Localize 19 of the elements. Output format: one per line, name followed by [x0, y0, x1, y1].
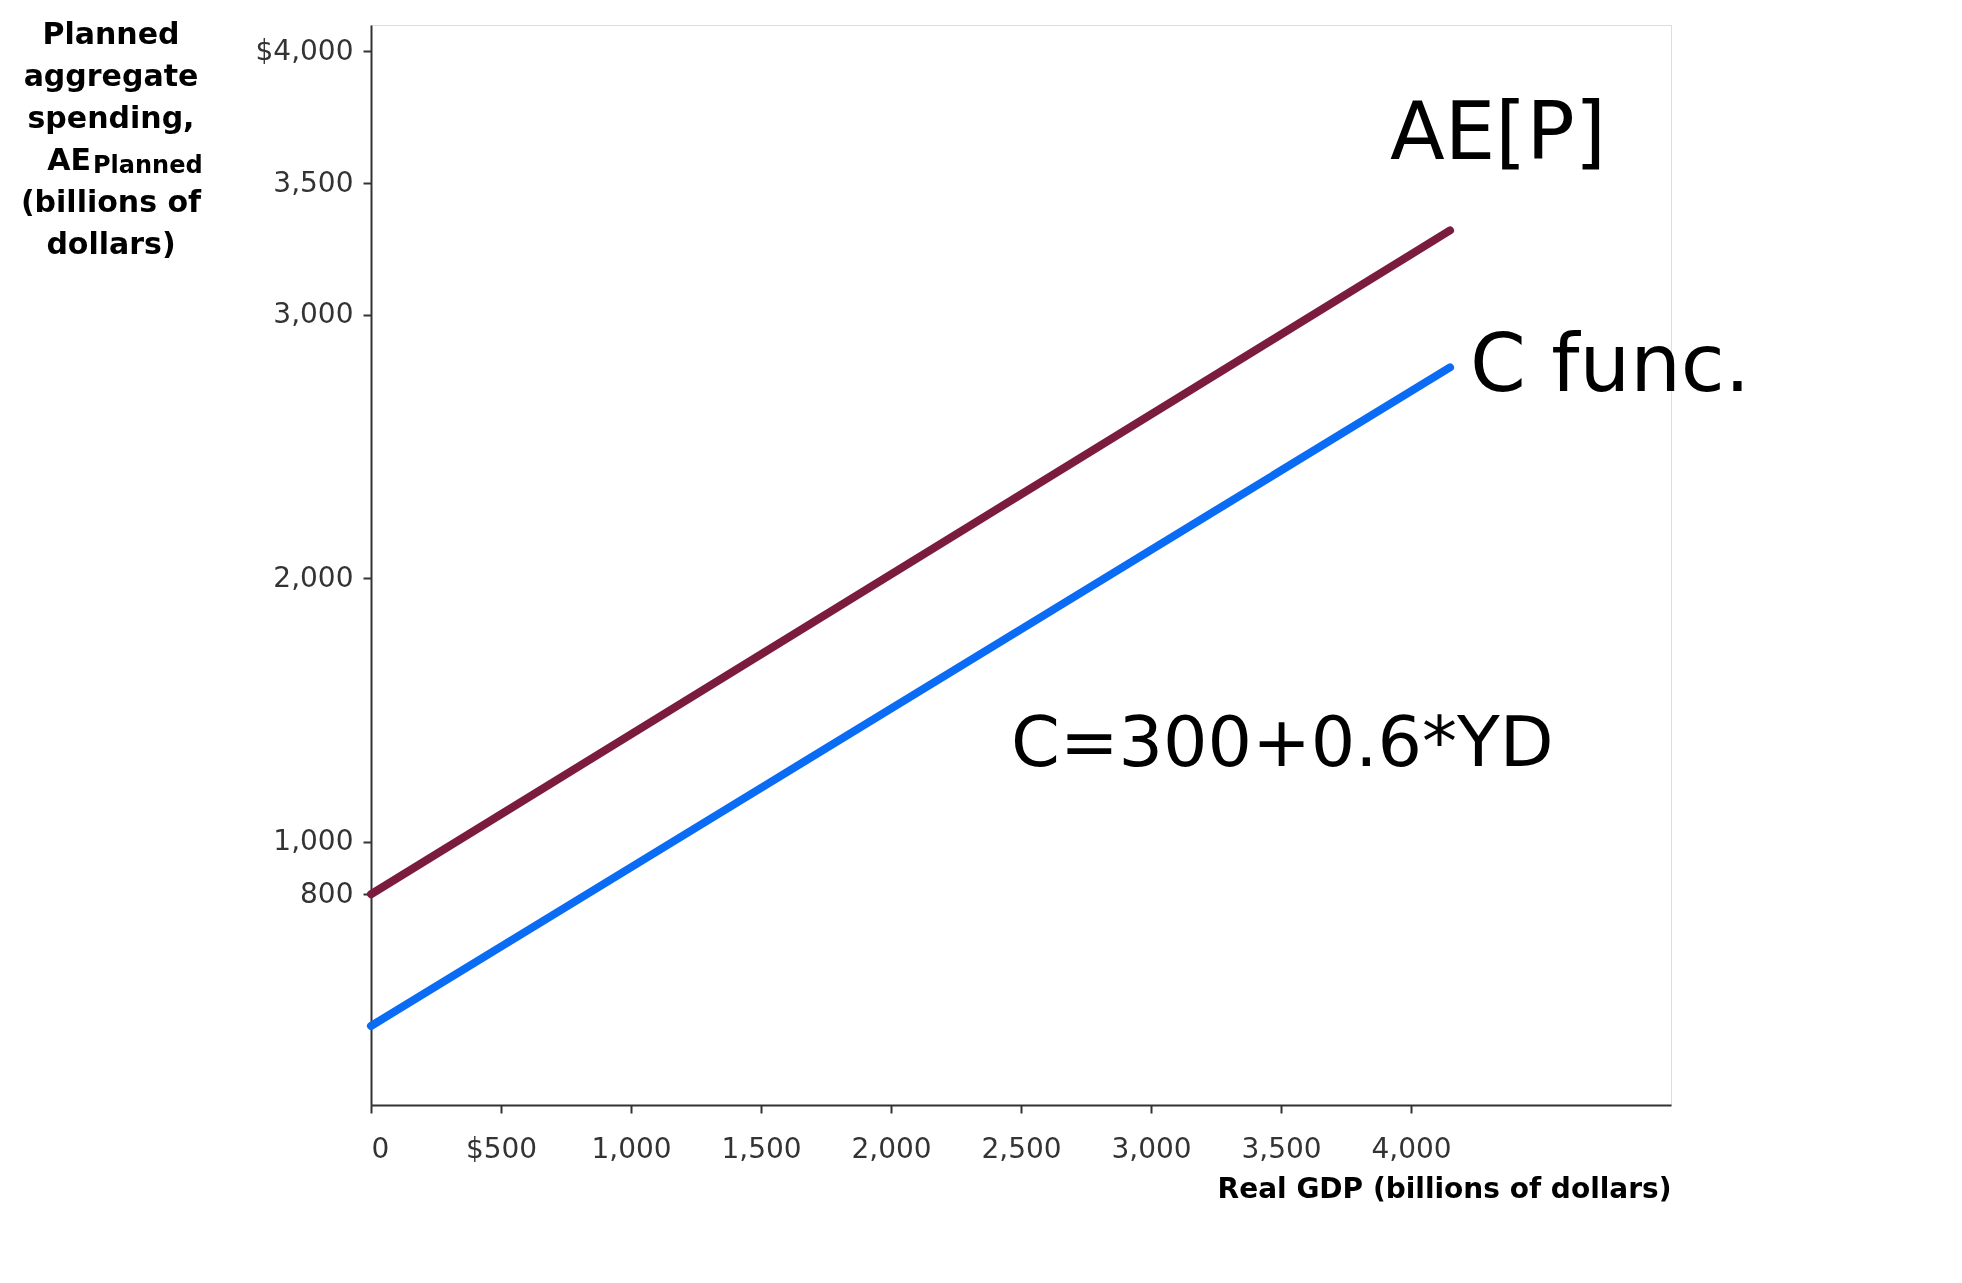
x-tick-label: 4,000	[1371, 1131, 1452, 1165]
x-tick-label: 1,500	[721, 1131, 802, 1165]
series-label: AE[P]	[1390, 85, 1606, 179]
annotation: C=300+0.6*YD	[1011, 701, 1554, 783]
x-tick-label: 3,000	[1111, 1131, 1192, 1165]
x-tick-label: 1,000	[591, 1131, 672, 1165]
x-tick-label: 0	[371, 1131, 390, 1165]
y-tick-label: 1,000	[273, 824, 354, 858]
x-tick-label: $500	[465, 1131, 538, 1165]
x-axis-title: Real GDP (billions of dollars)	[1217, 1171, 1672, 1205]
x-tick-label: 2,500	[981, 1131, 1062, 1165]
series-label: C func.	[1470, 317, 1751, 411]
y-tick-label: 3,000	[273, 297, 354, 331]
y-tick-label: 3,500	[273, 165, 354, 199]
y-tick-label: 2,000	[273, 560, 354, 594]
x-tick-label: 3,500	[1241, 1131, 1322, 1165]
y-tick-label: $4,000	[255, 33, 354, 67]
y-tick-label: 800	[300, 876, 354, 910]
x-tick-label: 2,000	[851, 1131, 932, 1165]
